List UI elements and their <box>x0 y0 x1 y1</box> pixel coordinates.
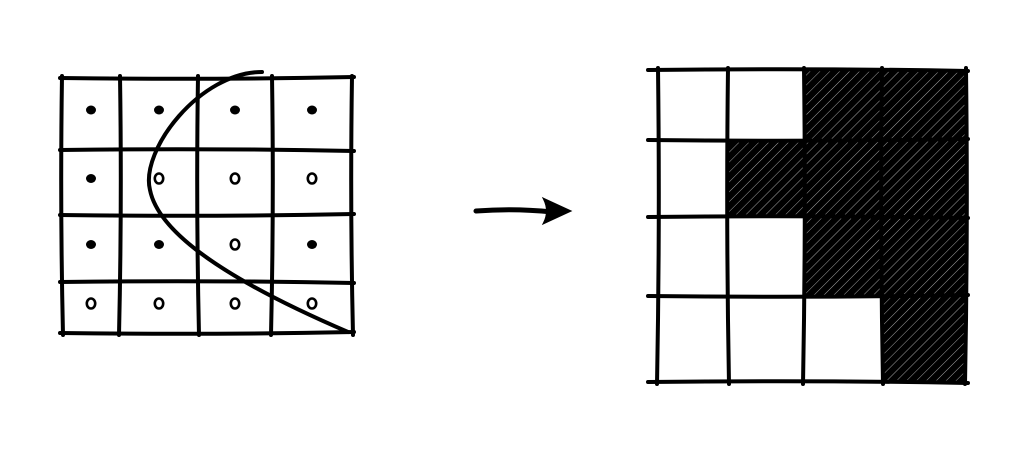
filled-cell <box>804 217 883 297</box>
hollow-sample-dot <box>229 172 241 185</box>
empty-cell <box>728 296 804 382</box>
filled-sample-dot <box>154 105 164 115</box>
filled-sample-dot <box>307 240 317 249</box>
right-grid-hline <box>646 137 970 143</box>
right-grid-vline <box>963 66 969 386</box>
filled-cell <box>882 140 967 218</box>
left-grid-vline <box>349 74 355 337</box>
right-arrow-icon <box>473 196 573 226</box>
right-grid-hline <box>646 379 970 385</box>
empty-cell <box>658 217 728 296</box>
right-rasterized-grid <box>646 66 970 386</box>
filled-sample-dot <box>86 240 96 249</box>
filled-sample-dot <box>86 105 96 115</box>
right-grid-vline <box>879 66 885 386</box>
left-grid-hline <box>58 330 356 336</box>
left-grid-hline <box>58 147 356 153</box>
hollow-sample-dot <box>229 297 241 310</box>
arrow-head <box>541 196 573 226</box>
filled-sample-dot <box>307 105 317 115</box>
empty-cell <box>804 296 882 382</box>
empty-cell <box>658 296 728 382</box>
left-grid-vline <box>59 74 65 337</box>
hollow-sample-dot <box>306 297 318 310</box>
arrow-shaft <box>473 207 555 215</box>
right-grid-vline <box>725 66 731 386</box>
filled-sample-dot <box>230 105 240 115</box>
right-grid-vline <box>801 66 807 386</box>
hollow-sample-dot <box>306 172 318 185</box>
left-grid-hline <box>58 279 356 285</box>
filled-cell <box>882 296 967 383</box>
empty-cell <box>728 217 804 296</box>
hollow-sample-dot <box>153 297 165 310</box>
filled-cell <box>882 70 967 141</box>
right-grid-hline <box>646 214 970 220</box>
right-grid-vline <box>655 66 661 386</box>
left-grid-vline <box>117 74 123 337</box>
filled-sample-dot <box>154 240 164 249</box>
left-grid-vline <box>195 74 201 337</box>
filled-cell <box>882 217 967 297</box>
filled-cell <box>804 70 883 141</box>
empty-cell <box>658 140 728 217</box>
left-grid-hline <box>58 75 356 81</box>
empty-cell <box>728 70 804 140</box>
hollow-sample-dot <box>85 297 97 310</box>
left-grid-hline <box>58 212 356 218</box>
filled-cell <box>728 140 805 218</box>
filled-cell <box>804 140 883 218</box>
hollow-sample-dot <box>153 172 165 185</box>
right-grid-hline <box>646 293 970 299</box>
filled-sample-dot <box>86 174 96 183</box>
left-sample-grid <box>58 70 356 337</box>
hollow-sample-dot <box>229 238 241 251</box>
left-grid-vline <box>269 74 275 337</box>
right-grid-hline <box>646 67 970 73</box>
boundary-curve <box>146 70 350 334</box>
empty-cell <box>658 70 728 140</box>
